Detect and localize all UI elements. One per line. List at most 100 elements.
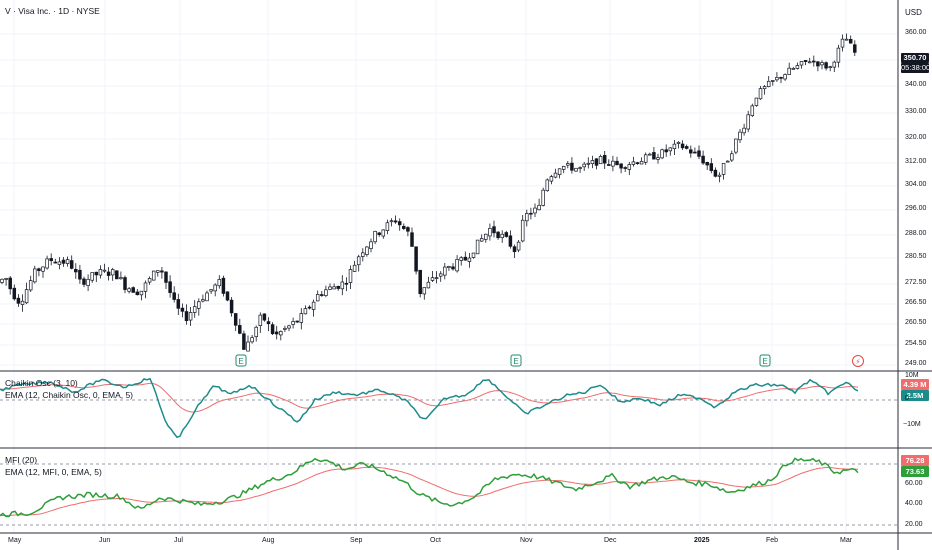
candle-down [307, 306, 312, 309]
candle-up [4, 278, 8, 280]
candle-down [410, 232, 414, 247]
candle-down [229, 299, 234, 314]
candle-up [537, 204, 541, 211]
candle-up [672, 143, 677, 150]
candle-up [488, 228, 492, 237]
candle-down [504, 232, 509, 237]
candle-down [512, 246, 517, 253]
symbol-title[interactable]: V · Visa Inc. · 1D · NYSE [5, 6, 100, 16]
candle-down [12, 287, 17, 300]
last-price-tag: 350.70 [901, 53, 929, 63]
candle-up [0, 278, 4, 283]
time-tick-label: Feb [766, 537, 779, 544]
candle-up [291, 321, 295, 325]
candle-down [172, 292, 176, 300]
candle-up [65, 259, 70, 264]
time-tick-label: Dec [604, 537, 617, 544]
candle-down [135, 291, 140, 296]
mfi-line [0, 457, 859, 518]
candle-up [328, 286, 332, 290]
chaikin-line [0, 377, 859, 439]
candle-up [549, 176, 554, 182]
candle-up [250, 337, 254, 343]
candle-up [389, 220, 394, 223]
candle-down [336, 285, 340, 289]
candle-up [766, 80, 771, 88]
candle-up [197, 301, 201, 309]
earnings-marker-label: E [238, 357, 243, 366]
candle-down [853, 44, 857, 53]
price-tick-label: 296.00 [905, 205, 927, 212]
price-tick-label: 340.00 [905, 81, 927, 88]
time-tick-label: May [8, 537, 22, 544]
candle-up [434, 277, 439, 279]
candle-up [520, 219, 525, 242]
candle-up [110, 269, 115, 276]
candle-up [516, 241, 521, 251]
candle-up [561, 165, 566, 170]
candle-up [315, 294, 320, 302]
candle-down [164, 271, 168, 283]
candle-up [734, 138, 738, 153]
candle-up [717, 174, 722, 177]
candle-up [598, 156, 603, 165]
candle-up [443, 266, 447, 276]
candle-up [557, 168, 562, 175]
candle-down [180, 307, 185, 312]
candle-down [492, 226, 496, 234]
mfi-ema-title[interactable]: EMA (12, MFI, 0, EMA, 5) [5, 467, 102, 477]
candle-up [201, 299, 205, 302]
candle-up [590, 160, 595, 164]
candle-down [615, 160, 619, 166]
candle-up [500, 233, 504, 239]
candle-down [393, 220, 398, 223]
candle-down [848, 38, 853, 44]
currency-label[interactable]: USD [905, 8, 922, 17]
chaikin-ema-title[interactable]: EMA (12, Chaikin Osc, 0, EMA, 5) [5, 390, 134, 400]
candle-down [418, 269, 422, 295]
candle-down [397, 221, 402, 226]
chaikin-ema-tag: 2.5M [901, 390, 929, 401]
candle-up [586, 162, 591, 165]
candle-up [188, 312, 193, 321]
candle-down [270, 324, 275, 335]
candle-down [160, 270, 164, 273]
candle-up [738, 131, 742, 141]
candle-up [771, 80, 775, 82]
candle-up [754, 97, 759, 106]
candle-down [123, 277, 127, 290]
candle-down [803, 60, 808, 62]
candle-down [262, 313, 267, 321]
candle-down [705, 162, 709, 166]
candle-up [119, 277, 123, 280]
candle-up [725, 160, 730, 163]
chaikin-title[interactable]: Chaikin Osc (3, 10) [5, 378, 78, 388]
candle-up [303, 308, 308, 315]
candle-down [131, 287, 135, 293]
candle-up [361, 252, 365, 257]
candle-up [471, 252, 476, 258]
candle-up [447, 266, 451, 269]
candle-up [156, 270, 160, 273]
candle-up [258, 314, 263, 326]
candle-up [525, 213, 529, 222]
candle-down [115, 270, 119, 280]
candle-down [697, 150, 701, 157]
candle-down [451, 266, 455, 270]
candle-up [742, 127, 746, 134]
candle-down [414, 246, 418, 272]
candle-up [209, 289, 213, 292]
mfi-title[interactable]: MFI (20) [5, 455, 38, 465]
candle-down [274, 331, 279, 335]
candle-up [668, 147, 673, 152]
earnings-marker [235, 354, 247, 367]
candle-up [422, 287, 427, 295]
candle-up [254, 326, 258, 338]
candle-down [61, 259, 66, 264]
candle-down [680, 143, 685, 149]
candle-down [816, 61, 820, 67]
candle-up [762, 86, 767, 90]
candle-down [689, 149, 693, 154]
candle-up [139, 290, 144, 296]
